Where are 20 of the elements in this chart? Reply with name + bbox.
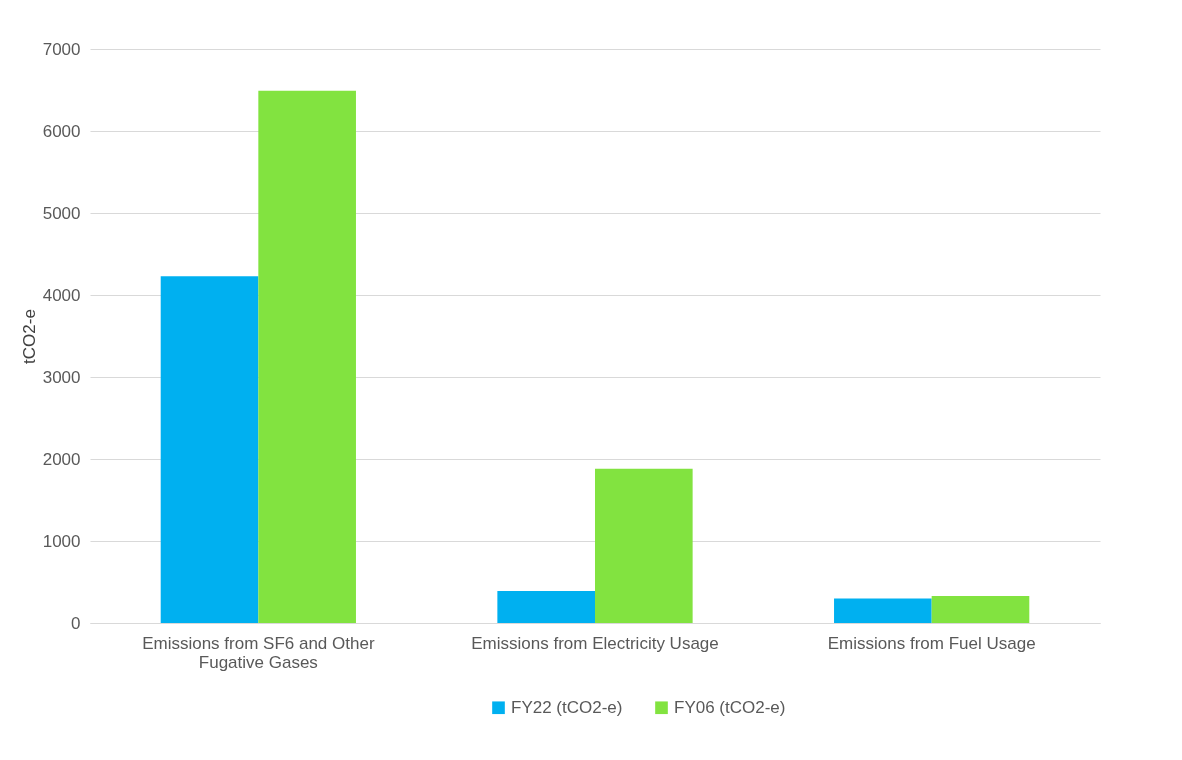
y-tick-label: 2000: [42, 449, 81, 469]
y-tick-label: 4000: [42, 285, 81, 305]
x-tick-label: Emissions from Electricity Usage: [471, 633, 719, 653]
legend-label: FY22 (tCO2-e): [511, 697, 623, 717]
x-tick-label: Emissions from Fuel Usage: [827, 633, 1036, 653]
bar: [931, 595, 1030, 623]
bar: [595, 468, 693, 623]
bar: [834, 598, 932, 623]
y-tick-label: 3000: [42, 367, 81, 387]
y-tick-label: 7000: [42, 39, 81, 59]
y-axis-title: tCO2-e: [19, 309, 39, 364]
bar: [160, 276, 259, 623]
legend-label: FY06 (tCO2-e): [674, 697, 786, 717]
y-tick-label: 1000: [42, 531, 81, 551]
bar: [497, 591, 595, 623]
y-tick-label: 5000: [42, 203, 81, 223]
y-tick-label: 0: [71, 613, 81, 633]
x-tick-label: Emissions from SF6 and Other Fugative Gases: [142, 633, 375, 672]
y-tick-label: 6000: [42, 121, 81, 141]
bar: [258, 90, 356, 623]
